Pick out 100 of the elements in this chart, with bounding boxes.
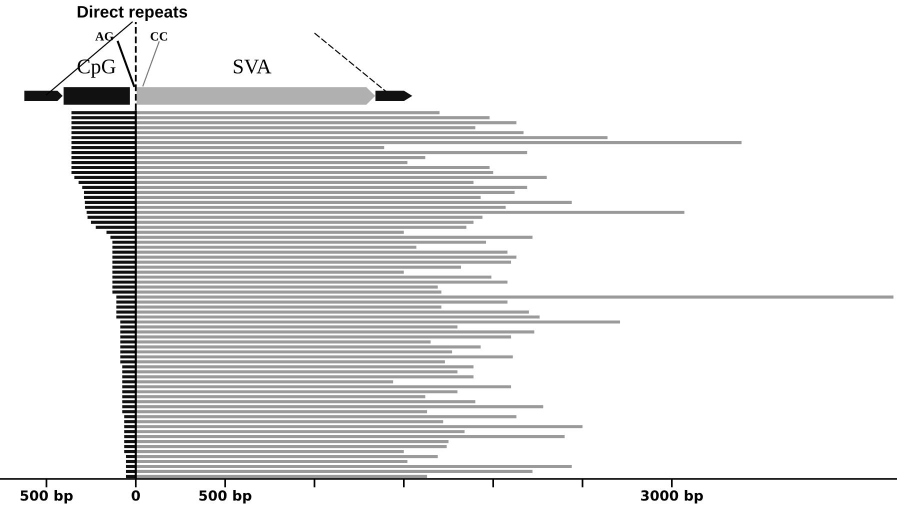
bar bbox=[136, 200, 572, 204]
bar bbox=[136, 146, 384, 150]
bar bbox=[136, 276, 492, 279]
bar bbox=[136, 340, 431, 344]
bar bbox=[136, 280, 508, 284]
text: CC bbox=[150, 32, 168, 41]
bar bbox=[86, 210, 136, 214]
bar bbox=[71, 141, 136, 144]
bar bbox=[124, 440, 136, 444]
bar bbox=[136, 151, 528, 154]
bar bbox=[88, 216, 136, 219]
bar bbox=[71, 170, 136, 174]
bar bbox=[116, 310, 136, 314]
bar bbox=[136, 266, 462, 269]
bar bbox=[120, 320, 136, 324]
bar bbox=[122, 410, 136, 414]
bar bbox=[124, 425, 136, 428]
bar bbox=[78, 180, 136, 184]
bar bbox=[71, 146, 136, 150]
bar bbox=[136, 216, 482, 219]
bar bbox=[136, 370, 458, 374]
x-tick-label: 3000 bp bbox=[641, 490, 703, 504]
bar bbox=[124, 430, 136, 434]
bar bbox=[136, 330, 534, 334]
bar bbox=[82, 186, 136, 189]
bar bbox=[71, 151, 136, 154]
bar bbox=[124, 445, 136, 448]
text: CpG bbox=[78, 60, 116, 78]
bar bbox=[136, 206, 506, 209]
bar bbox=[136, 315, 540, 319]
bar bbox=[120, 335, 136, 338]
bar bbox=[120, 360, 136, 364]
bar bbox=[136, 296, 894, 299]
bar bbox=[124, 450, 136, 454]
bar bbox=[136, 131, 524, 134]
bar bbox=[136, 186, 528, 189]
bar bbox=[74, 176, 136, 180]
bar bbox=[85, 206, 136, 209]
bar bbox=[124, 415, 136, 418]
bar bbox=[136, 300, 508, 304]
x-tick-label: 0 bbox=[132, 490, 140, 501]
bar bbox=[136, 166, 490, 170]
text: SVA bbox=[234, 60, 272, 74]
bar bbox=[116, 296, 136, 299]
bar bbox=[136, 220, 474, 224]
bar bbox=[124, 435, 136, 438]
bar bbox=[112, 266, 136, 269]
bar bbox=[136, 126, 476, 130]
text: Direct repeats bbox=[78, 5, 188, 21]
bar bbox=[120, 350, 136, 354]
x-tick-label: 500 bp bbox=[199, 490, 252, 504]
bar bbox=[136, 325, 458, 329]
bar bbox=[112, 290, 136, 294]
bar bbox=[136, 286, 438, 289]
bar bbox=[116, 300, 136, 304]
bar bbox=[136, 345, 481, 348]
bar bbox=[136, 464, 572, 468]
bar bbox=[136, 111, 440, 114]
bar bbox=[71, 156, 136, 160]
bar bbox=[136, 425, 583, 428]
bar bbox=[112, 286, 136, 289]
bar bbox=[136, 305, 442, 309]
bar bbox=[136, 116, 490, 120]
bar bbox=[136, 190, 515, 194]
bar bbox=[136, 270, 404, 274]
bar bbox=[122, 370, 136, 374]
bar bbox=[136, 454, 438, 458]
bar bbox=[136, 450, 404, 454]
bar bbox=[136, 121, 516, 124]
bar bbox=[136, 410, 428, 414]
bar bbox=[120, 330, 136, 334]
bar bbox=[136, 156, 426, 160]
bar bbox=[71, 136, 136, 140]
text: AG bbox=[95, 32, 114, 41]
bar bbox=[136, 470, 532, 474]
bar bbox=[136, 180, 474, 184]
bar bbox=[136, 365, 474, 368]
bar bbox=[116, 305, 136, 309]
bar bbox=[124, 420, 136, 424]
bar bbox=[136, 474, 428, 478]
bar bbox=[71, 166, 136, 170]
bar bbox=[136, 360, 445, 364]
bar bbox=[120, 345, 136, 348]
bar bbox=[71, 160, 136, 164]
bar bbox=[136, 210, 684, 214]
bar bbox=[136, 350, 452, 354]
bar bbox=[122, 365, 136, 368]
bar bbox=[136, 141, 742, 144]
bar bbox=[136, 320, 620, 324]
bar bbox=[136, 440, 448, 444]
bar bbox=[136, 420, 444, 424]
bar bbox=[120, 355, 136, 358]
bar bbox=[136, 445, 447, 448]
bar bbox=[71, 111, 136, 114]
bar bbox=[71, 121, 136, 124]
bar bbox=[136, 460, 408, 464]
bar bbox=[136, 136, 608, 140]
bar bbox=[136, 160, 408, 164]
bar bbox=[112, 276, 136, 279]
bar bbox=[112, 280, 136, 284]
